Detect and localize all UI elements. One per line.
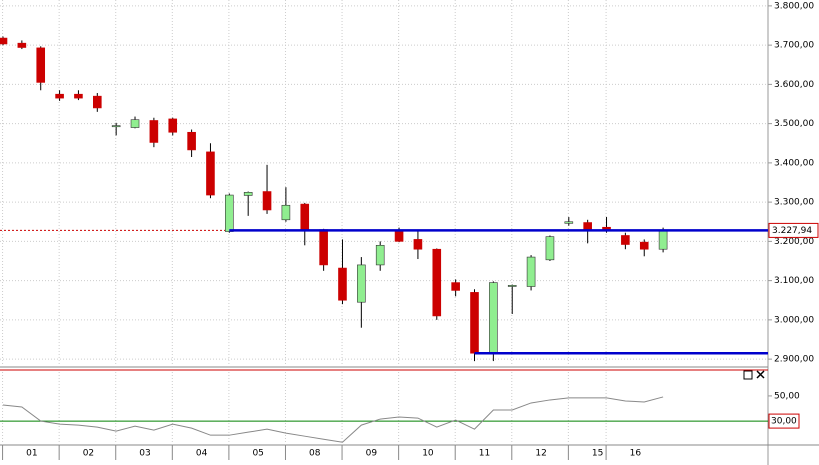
y-tick-label: 3.100,00 — [774, 276, 814, 286]
candle-body — [168, 118, 178, 133]
x-tick-label: 12 — [535, 449, 546, 459]
candle-body — [74, 93, 83, 99]
candle-body — [281, 204, 291, 221]
y-tick-label: 3.200,00 — [774, 237, 814, 247]
candle-body — [149, 120, 159, 143]
candle-body — [526, 256, 536, 287]
candle-body — [564, 221, 574, 224]
candle-body — [375, 244, 385, 266]
candle-body — [545, 236, 555, 261]
candle-body — [130, 119, 140, 128]
y-tick-label: 3.000,00 — [774, 315, 814, 325]
candle-body — [639, 241, 649, 250]
x-tick-label: 05 — [252, 449, 263, 459]
candle-body — [432, 248, 442, 317]
indicator-line — [2, 396, 664, 443]
candle-body — [262, 191, 272, 211]
y-tick-label: 3.500,00 — [774, 119, 814, 129]
candle-body — [507, 285, 517, 287]
y-tick-label: 3.400,00 — [774, 158, 814, 168]
candle-body — [111, 125, 121, 128]
x-tick-label: 11 — [479, 449, 490, 459]
x-tick-label: 09 — [366, 449, 378, 459]
candle-body — [93, 95, 102, 109]
x-tick-label: 08 — [309, 449, 321, 459]
y-tick-label: 3.300,00 — [774, 198, 814, 208]
candle-body — [55, 93, 64, 99]
candle-body — [394, 231, 404, 242]
candle-body — [621, 235, 630, 245]
price-label-box — [768, 222, 819, 238]
y-tick-label: 3.600,00 — [774, 80, 814, 90]
level-label: 30,00 — [771, 417, 797, 427]
x-tick-label: 10 — [422, 449, 434, 459]
candle-body — [489, 282, 498, 354]
candle-body — [17, 42, 27, 48]
candle-body — [206, 151, 215, 196]
candle-body — [300, 203, 310, 231]
candle-body — [338, 267, 347, 301]
candle-body — [413, 239, 423, 250]
panel-maximize[interactable] — [743, 370, 753, 380]
level-label-box — [768, 413, 800, 429]
y-tick-label: 3.700,00 — [774, 41, 814, 51]
candle-body — [187, 131, 196, 151]
candle-body — [225, 194, 234, 232]
candle-body — [0, 37, 8, 45]
x-tick-label: 02 — [83, 449, 94, 459]
y-tick-label: 2.900,00 — [774, 355, 814, 365]
y-tick-label: 3.800,00 — [774, 1, 814, 11]
candle-body — [451, 282, 460, 291]
candle-body — [357, 264, 366, 303]
x-tick-label: 03 — [139, 449, 150, 459]
candle-body — [319, 229, 328, 266]
candle-body — [243, 192, 253, 196]
y-tick-label: 50,00 — [774, 391, 800, 401]
x-tick-label: 01 — [26, 449, 37, 459]
x-tick-label: 04 — [196, 449, 208, 459]
candle-body — [658, 230, 668, 250]
x-tick-label: 15 — [592, 449, 603, 459]
panel-close[interactable] — [756, 370, 765, 379]
price-label: 3.227,94 — [772, 226, 812, 236]
x-tick-label: 16 — [630, 449, 642, 459]
candle-body — [36, 47, 46, 83]
candle-body — [470, 292, 479, 354]
